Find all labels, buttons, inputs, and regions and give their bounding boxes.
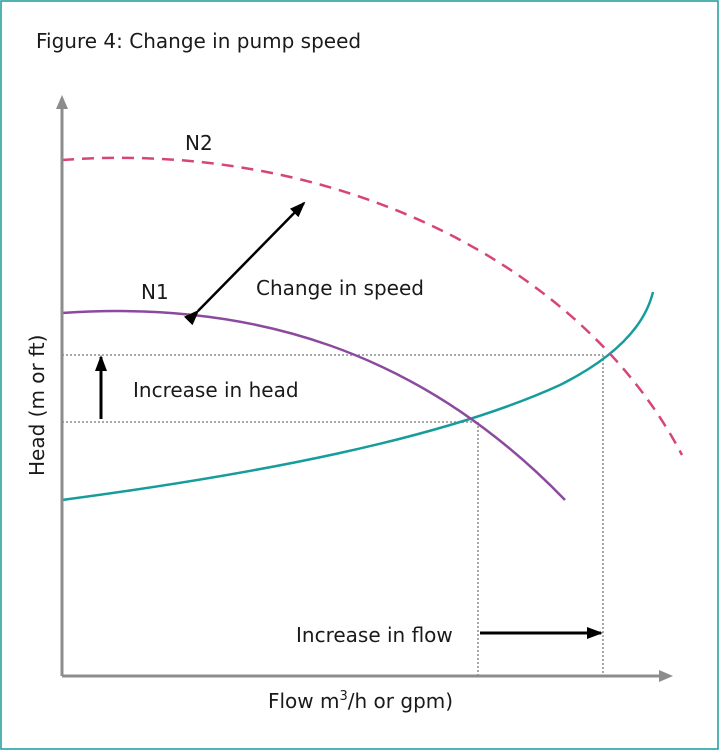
figure-title: Figure 4: Change in pump speed: [36, 29, 361, 53]
change-in-speed-label: Change in speed: [256, 276, 424, 300]
x-axis-label-prefix: Flow m: [268, 689, 340, 713]
n1-label: N1: [141, 280, 169, 304]
y-axis-label: Head (m or ft): [25, 335, 49, 476]
x-axis-label-suffix: /h or gpm): [348, 689, 453, 713]
pump-curve-n2: [61, 156, 684, 456]
change-in-speed-arrow: [183, 201, 306, 326]
increase-in-head-label: Increase in head: [133, 378, 299, 402]
increase-in-flow-label: Increase in flow: [296, 623, 453, 647]
n2-label: N2: [185, 131, 213, 155]
pump-curve-n1: [61, 309, 566, 501]
x-axis-label-superscript: 3: [340, 689, 348, 704]
system-curve: [61, 291, 655, 502]
x-axis-label: Flow m3/h or gpm): [268, 689, 453, 713]
